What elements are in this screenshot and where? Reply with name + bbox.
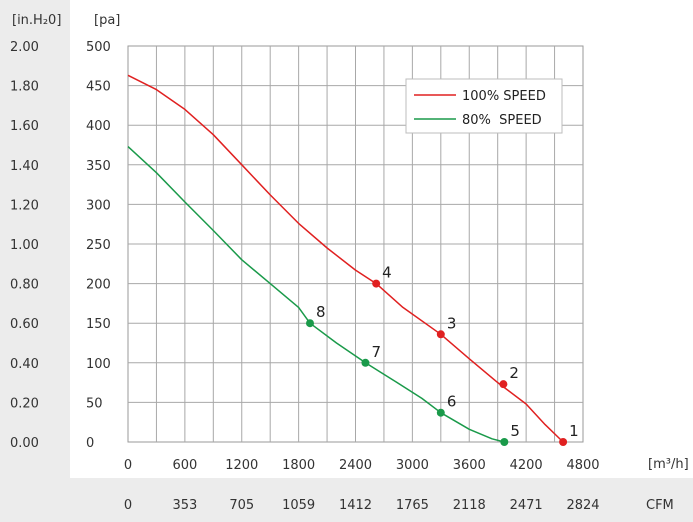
y-tick-label-inh2o: 1.20 xyxy=(10,198,39,213)
y-tick-label-inh2o: 0.40 xyxy=(10,357,39,372)
y-tick-label-inh2o: 0.80 xyxy=(10,278,39,293)
y-tick-label-pa: 300 xyxy=(86,198,111,213)
data-point-8 xyxy=(306,319,314,328)
x-tick-label-m3h: 0 xyxy=(124,458,132,473)
series-line-1 xyxy=(127,146,505,443)
y-tick-label-pa: 250 xyxy=(86,238,111,253)
y-tick-label-pa: 100 xyxy=(86,357,111,372)
y-tick-label-pa: 350 xyxy=(86,159,111,174)
legend-box xyxy=(405,78,563,134)
x-tick-label-m3h: 4800 xyxy=(566,458,599,473)
data-point-5 xyxy=(500,438,509,446)
y-tick-label-pa: 400 xyxy=(86,119,111,134)
y-tick-labels: 0 0.00 50 0.20 100 0.40 150 0.60 200 0.80 250 1.00 3… xyxy=(10,40,111,451)
data-point-4 xyxy=(372,279,381,288)
x-tick-label-cfm: 2118 xyxy=(453,498,486,513)
data-point-1 xyxy=(559,438,568,446)
legend-label-100: 100% SPEED xyxy=(462,89,546,104)
data-point-label-7: 7 xyxy=(371,343,381,361)
x-tick-label-m3h: 4200 xyxy=(510,458,543,473)
y-tick-label-pa: 150 xyxy=(86,317,111,332)
y-tick-label-inh2o: 0.20 xyxy=(10,396,39,411)
x-tick-label-cfm: 2471 xyxy=(510,498,543,513)
data-point-6 xyxy=(436,408,445,417)
bottom-axis-band xyxy=(0,478,693,522)
x-tick-label-cfm: 1059 xyxy=(282,498,315,513)
data-point-7 xyxy=(361,358,370,367)
series-line-0 xyxy=(127,74,564,443)
y-tick-label-pa: 500 xyxy=(86,40,111,55)
left-axis-band xyxy=(0,0,70,478)
series-layer: 1 2 3 4 5 6 7 8 xyxy=(127,74,579,446)
y-tick-label-inh2o: 1.60 xyxy=(10,119,39,134)
data-point-label-6: 6 xyxy=(447,393,457,411)
y-tick-label-inh2o: 0.60 xyxy=(10,317,39,332)
y-tick-label-pa: 0 xyxy=(86,436,94,451)
x-unit-m3h: [m³/h] xyxy=(648,457,689,472)
y-tick-label-pa: 450 xyxy=(86,80,111,95)
y-tick-label-inh2o: 1.00 xyxy=(10,238,39,253)
legend-label-80: 80% SPEED xyxy=(462,113,542,128)
x-tick-label-cfm: 1412 xyxy=(339,498,372,513)
x-tick-label-m3h: 1200 xyxy=(225,458,258,473)
x-unit-cfm: CFM xyxy=(646,498,674,513)
x-tick-label-cfm: 0 xyxy=(124,498,132,513)
x-tick-label-m3h: 3600 xyxy=(453,458,486,473)
x-tick-label-m3h: 600 xyxy=(172,458,197,473)
data-point-label-1: 1 xyxy=(569,422,579,440)
y-tick-label-inh2o: 2.00 xyxy=(10,40,39,55)
y-tick-label-inh2o: 1.40 xyxy=(10,159,39,174)
x-tick-label-m3h: 3000 xyxy=(396,458,429,473)
x-tick-label-cfm: 2824 xyxy=(566,498,599,513)
x-tick-labels: 0 0 600 353 1200 705 1800 1059 2400 1412 3000 1765 3… xyxy=(124,458,600,513)
x-tick-label-m3h: 1800 xyxy=(282,458,315,473)
y-tick-label-inh2o: 0.00 xyxy=(10,436,39,451)
y-tick-label-inh2o: 1.80 xyxy=(10,80,39,95)
data-point-label-8: 8 xyxy=(316,303,326,321)
data-point-label-3: 3 xyxy=(447,314,457,332)
data-point-3 xyxy=(436,330,445,339)
y-unit-pa: [pa] xyxy=(94,13,120,28)
x-tick-label-m3h: 2400 xyxy=(339,458,372,473)
x-tick-label-cfm: 705 xyxy=(229,498,254,513)
data-point-label-5: 5 xyxy=(510,422,520,440)
x-tick-label-cfm: 353 xyxy=(172,498,197,513)
data-point-2 xyxy=(499,380,508,389)
y-tick-label-pa: 50 xyxy=(86,396,103,411)
y-unit-inh2o: [in.H₂0] xyxy=(12,13,61,28)
x-tick-label-cfm: 1765 xyxy=(396,498,429,513)
data-point-label-2: 2 xyxy=(509,364,519,382)
y-tick-label-pa: 200 xyxy=(86,278,111,293)
data-point-label-4: 4 xyxy=(382,264,392,282)
legend: 100% SPEED 80% SPEED xyxy=(405,78,563,134)
